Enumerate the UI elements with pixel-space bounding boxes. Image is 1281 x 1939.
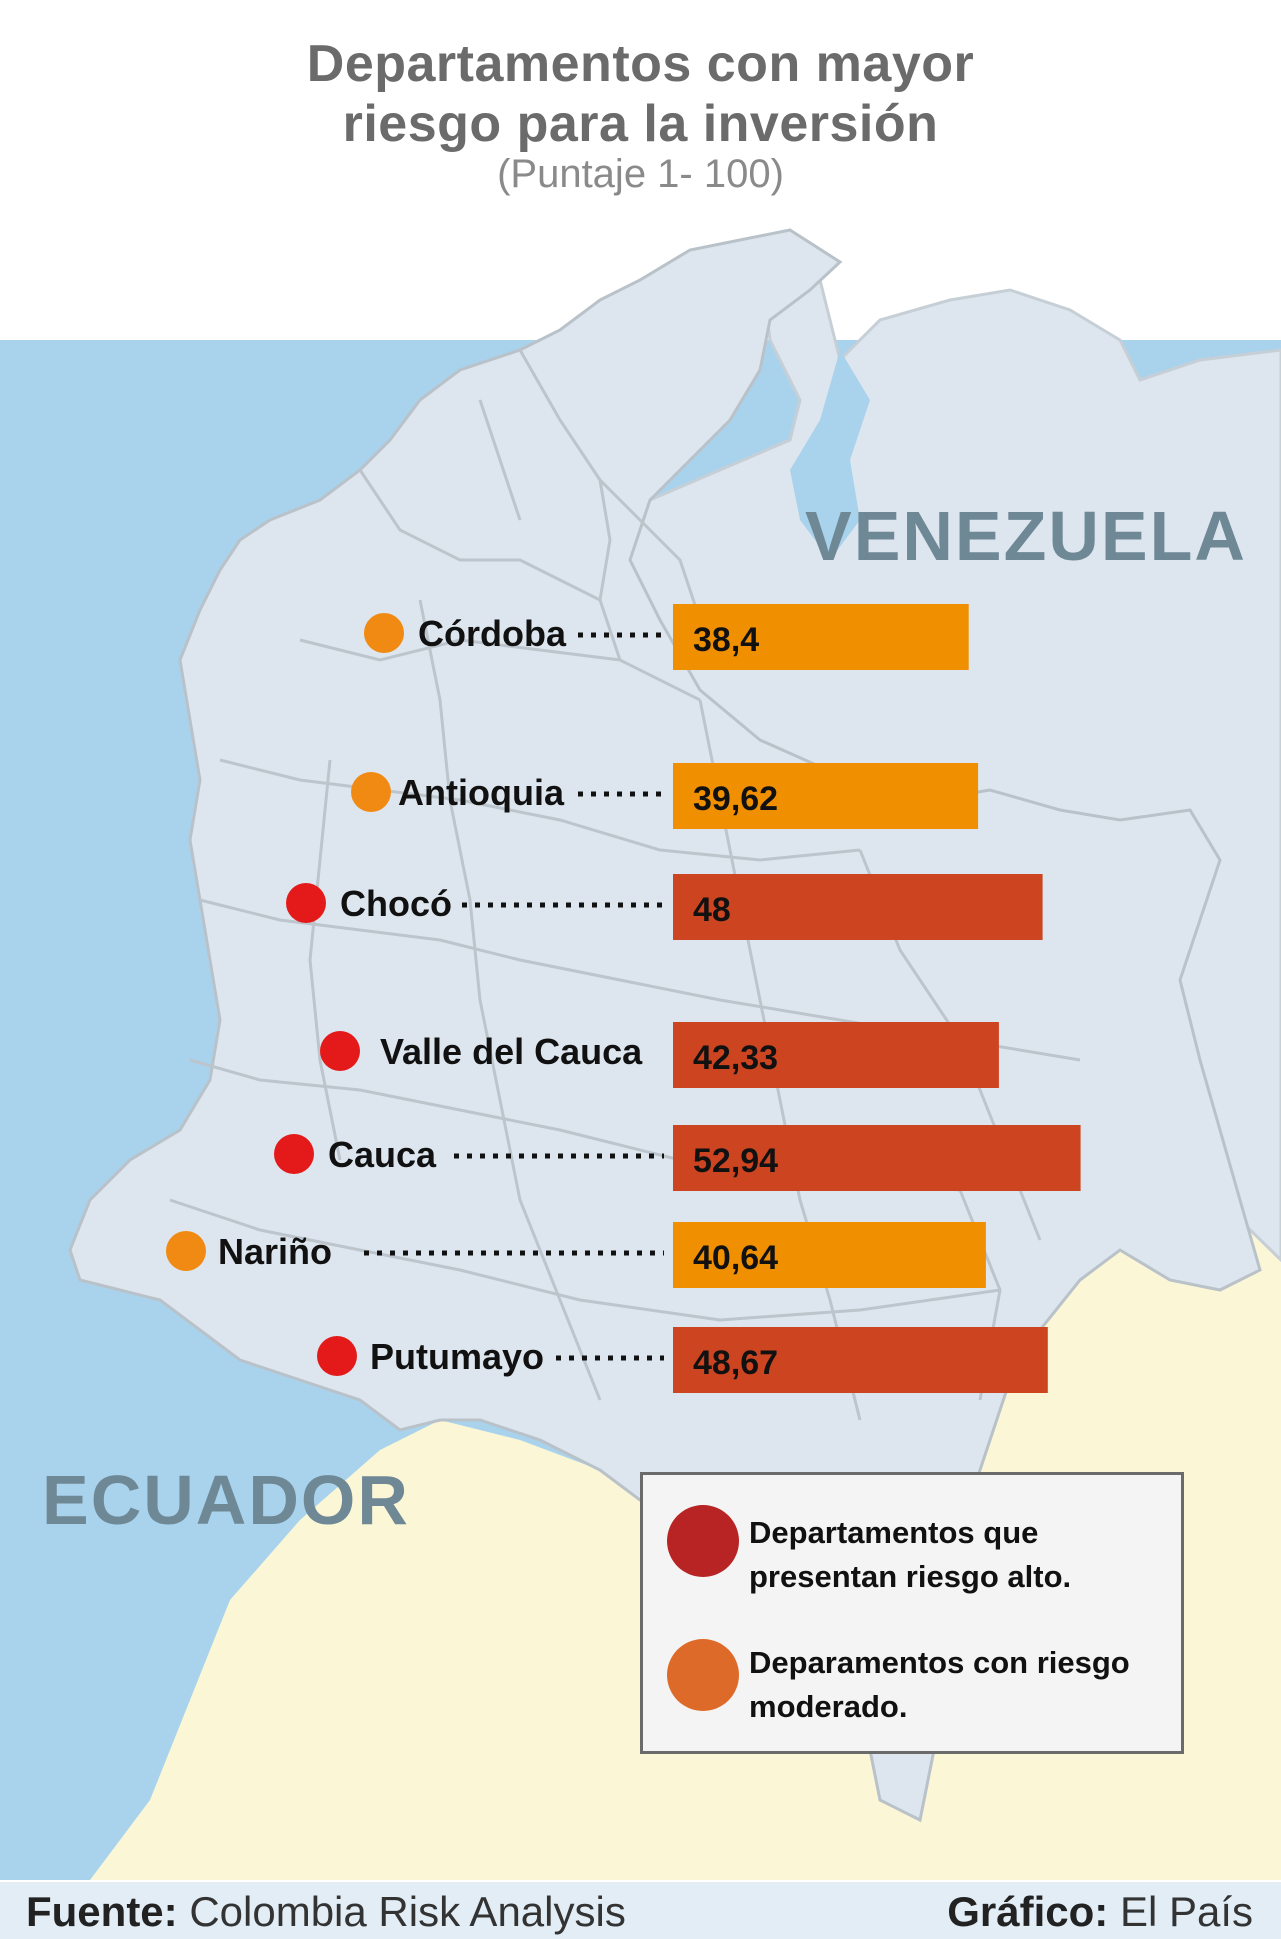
bar-4: [673, 1125, 1081, 1191]
risk-marker: [364, 613, 404, 653]
risk-marker: [320, 1031, 360, 1071]
department-label: Antioquia: [398, 772, 565, 813]
graphic-label: Gráfico:: [947, 1888, 1109, 1935]
graphic-credit: Gráfico: El País: [947, 1888, 1253, 1936]
department-label: Valle del Cauca: [380, 1031, 643, 1072]
risk-marker: [166, 1231, 206, 1271]
risk-marker: [317, 1336, 357, 1376]
bar-3: [673, 1022, 999, 1088]
bar-value-label: 40,64: [693, 1239, 778, 1277]
legend-high-risk-swatch: [667, 1505, 739, 1577]
legend-moderate-risk-label: Deparamentos con riesgo moderado.: [749, 1645, 1130, 1724]
legend-high-risk-label: Departamentos que presentan riesgo alto.: [749, 1515, 1072, 1594]
chart-title-line-2: riesgo para la inversión: [342, 95, 939, 153]
caribbean-gulf: [790, 350, 870, 560]
source-name: Colombia Risk Analysis: [189, 1888, 626, 1935]
legend: Departamentos que presentan riesgo alto.…: [640, 1472, 1184, 1754]
bar-6: [673, 1327, 1048, 1393]
department-label: Putumayo: [370, 1336, 544, 1377]
bar-2: [673, 874, 1043, 940]
risk-marker: [274, 1134, 314, 1174]
bar-5: [673, 1222, 986, 1288]
ecuador-label: ECUADOR: [42, 1461, 410, 1539]
source-label: Fuente:: [26, 1888, 178, 1935]
risk-marker: [286, 883, 326, 923]
chart-title-line-1: Departamentos con mayor: [306, 35, 975, 93]
bar-value-label: 48: [693, 891, 731, 929]
legend-moderate-risk-swatch: [667, 1639, 739, 1711]
venezuela-label: VENEZUELA: [805, 497, 1247, 575]
department-label: Chocó: [340, 883, 452, 924]
bar-value-label: 39,62: [693, 780, 778, 818]
bar-0: [673, 604, 969, 670]
chart-subtitle: (Puntaje 1- 100): [497, 152, 784, 196]
bar-value-label: 42,33: [693, 1039, 778, 1077]
department-label: Nariño: [218, 1231, 332, 1272]
department-label: Cauca: [328, 1134, 437, 1175]
bar-value-label: 38,4: [693, 621, 759, 659]
bar-value-label: 52,94: [693, 1142, 778, 1180]
department-label: Córdoba: [418, 613, 567, 654]
bar-1: [673, 763, 979, 829]
bar-value-label: 48,67: [693, 1344, 778, 1382]
risk-marker: [351, 772, 391, 812]
graphic-author: El País: [1119, 1888, 1253, 1935]
footer: Fuente: Colombia Risk Analysis Gráfico: …: [0, 1882, 1281, 1939]
source-credit: Fuente: Colombia Risk Analysis: [26, 1888, 626, 1936]
